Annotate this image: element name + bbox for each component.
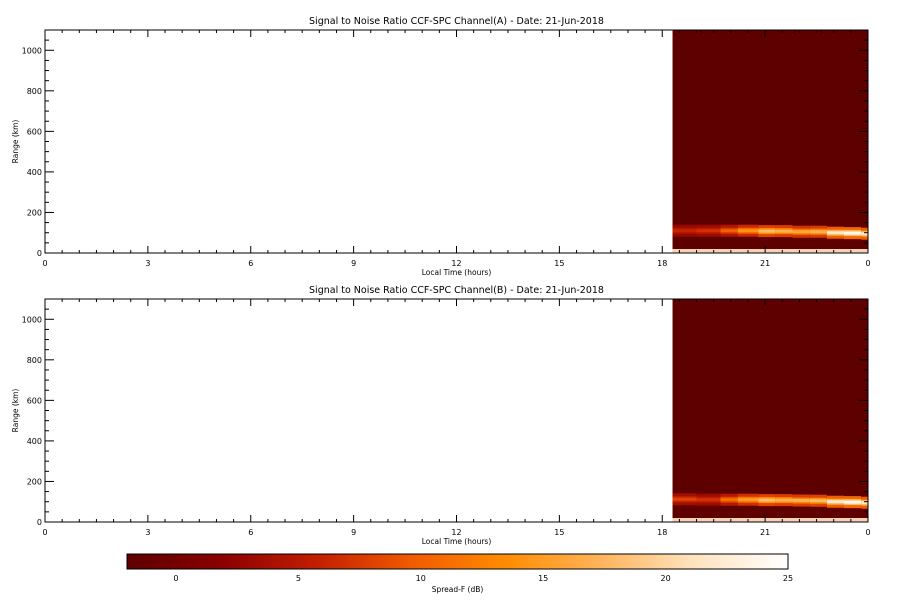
x-tick-label: 0 bbox=[865, 259, 870, 268]
heatmap-background bbox=[672, 30, 868, 250]
echo-core-cell bbox=[809, 230, 827, 234]
echo-core-cell bbox=[861, 501, 868, 505]
colorbar-tick-label: 5 bbox=[296, 574, 301, 583]
echo-core-cell bbox=[737, 498, 759, 502]
y-tick-label: 800 bbox=[27, 356, 42, 365]
colorbar-tick-label: 10 bbox=[416, 574, 426, 583]
y-tick-label: 600 bbox=[27, 396, 42, 405]
y-tick-label: 200 bbox=[27, 208, 42, 217]
echo-core-cell bbox=[809, 499, 827, 503]
x-tick-label: 12 bbox=[451, 259, 461, 268]
echo-core-cell bbox=[758, 229, 776, 233]
x-tick-label: 21 bbox=[760, 259, 770, 268]
x-tick-label: 0 bbox=[42, 259, 47, 268]
x-axis-label: Local Time (hours) bbox=[422, 537, 492, 546]
heatmap-background bbox=[672, 299, 868, 519]
x-tick-label: 9 bbox=[351, 528, 356, 537]
y-tick-label: 600 bbox=[27, 127, 42, 136]
colorbar-tick-label: 25 bbox=[783, 574, 793, 583]
x-tick-label: 12 bbox=[451, 528, 461, 537]
echo-core-cell bbox=[737, 229, 759, 233]
echo-core-cell bbox=[672, 497, 697, 501]
colorbar-tick-label: 15 bbox=[538, 574, 548, 583]
x-tick-label: 3 bbox=[145, 528, 150, 537]
echo-core-cell bbox=[720, 229, 738, 233]
x-tick-label: 6 bbox=[248, 259, 253, 268]
echo-core-cell bbox=[826, 500, 844, 504]
echo-core-cell bbox=[826, 231, 844, 235]
echo-core-cell bbox=[775, 229, 793, 233]
x-tick-label: 21 bbox=[760, 528, 770, 537]
echo-core-cell bbox=[861, 232, 868, 236]
x-tick-label: 0 bbox=[865, 528, 870, 537]
echo-core-cell bbox=[843, 231, 862, 235]
echo-core-cell bbox=[758, 498, 776, 502]
echo-core-cell bbox=[775, 498, 793, 502]
x-tick-label: 15 bbox=[554, 259, 564, 268]
y-tick-label: 0 bbox=[37, 249, 42, 258]
echo-core-cell bbox=[720, 498, 738, 502]
colorbar-tick-label: 0 bbox=[173, 574, 178, 583]
chart-title: Signal to Noise Ratio CCF-SPC Channel(A)… bbox=[309, 16, 604, 27]
chart-title: Signal to Noise Ratio CCF-SPC Channel(B)… bbox=[309, 285, 604, 296]
y-tick-label: 0 bbox=[37, 518, 42, 527]
x-tick-label: 18 bbox=[657, 528, 667, 537]
x-tick-label: 15 bbox=[554, 528, 564, 537]
echo-core-cell bbox=[843, 500, 862, 504]
heatmap-bottom-strip bbox=[672, 518, 868, 522]
echo-core-cell bbox=[696, 498, 721, 502]
echo-core-cell bbox=[696, 229, 721, 233]
y-axis-label: Range (km) bbox=[11, 389, 20, 433]
x-tick-label: 9 bbox=[351, 259, 356, 268]
y-tick-label: 200 bbox=[27, 477, 42, 486]
colorbar-strip bbox=[126, 553, 789, 570]
x-tick-label: 18 bbox=[657, 259, 667, 268]
x-axis-label: Local Time (hours) bbox=[422, 268, 492, 277]
x-tick-label: 6 bbox=[248, 528, 253, 537]
y-axis-label: Range (km) bbox=[11, 120, 20, 164]
x-tick-label: 0 bbox=[42, 528, 47, 537]
y-tick-label: 1000 bbox=[22, 46, 42, 55]
colorbar-tick-label: 20 bbox=[660, 574, 670, 583]
echo-core-cell bbox=[792, 499, 810, 503]
colorbar-label: Spread-F (dB) bbox=[432, 585, 484, 594]
y-tick-label: 400 bbox=[27, 437, 42, 446]
y-tick-label: 400 bbox=[27, 168, 42, 177]
echo-core-cell bbox=[792, 230, 810, 234]
y-tick-label: 1000 bbox=[22, 315, 42, 324]
heatmap-bottom-strip bbox=[672, 249, 868, 253]
echo-core-cell bbox=[672, 229, 697, 233]
colorbar: 0 5 10 15 20 25 Spread-F (dB) bbox=[126, 553, 793, 594]
y-tick-label: 800 bbox=[27, 87, 42, 96]
x-tick-label: 3 bbox=[145, 259, 150, 268]
